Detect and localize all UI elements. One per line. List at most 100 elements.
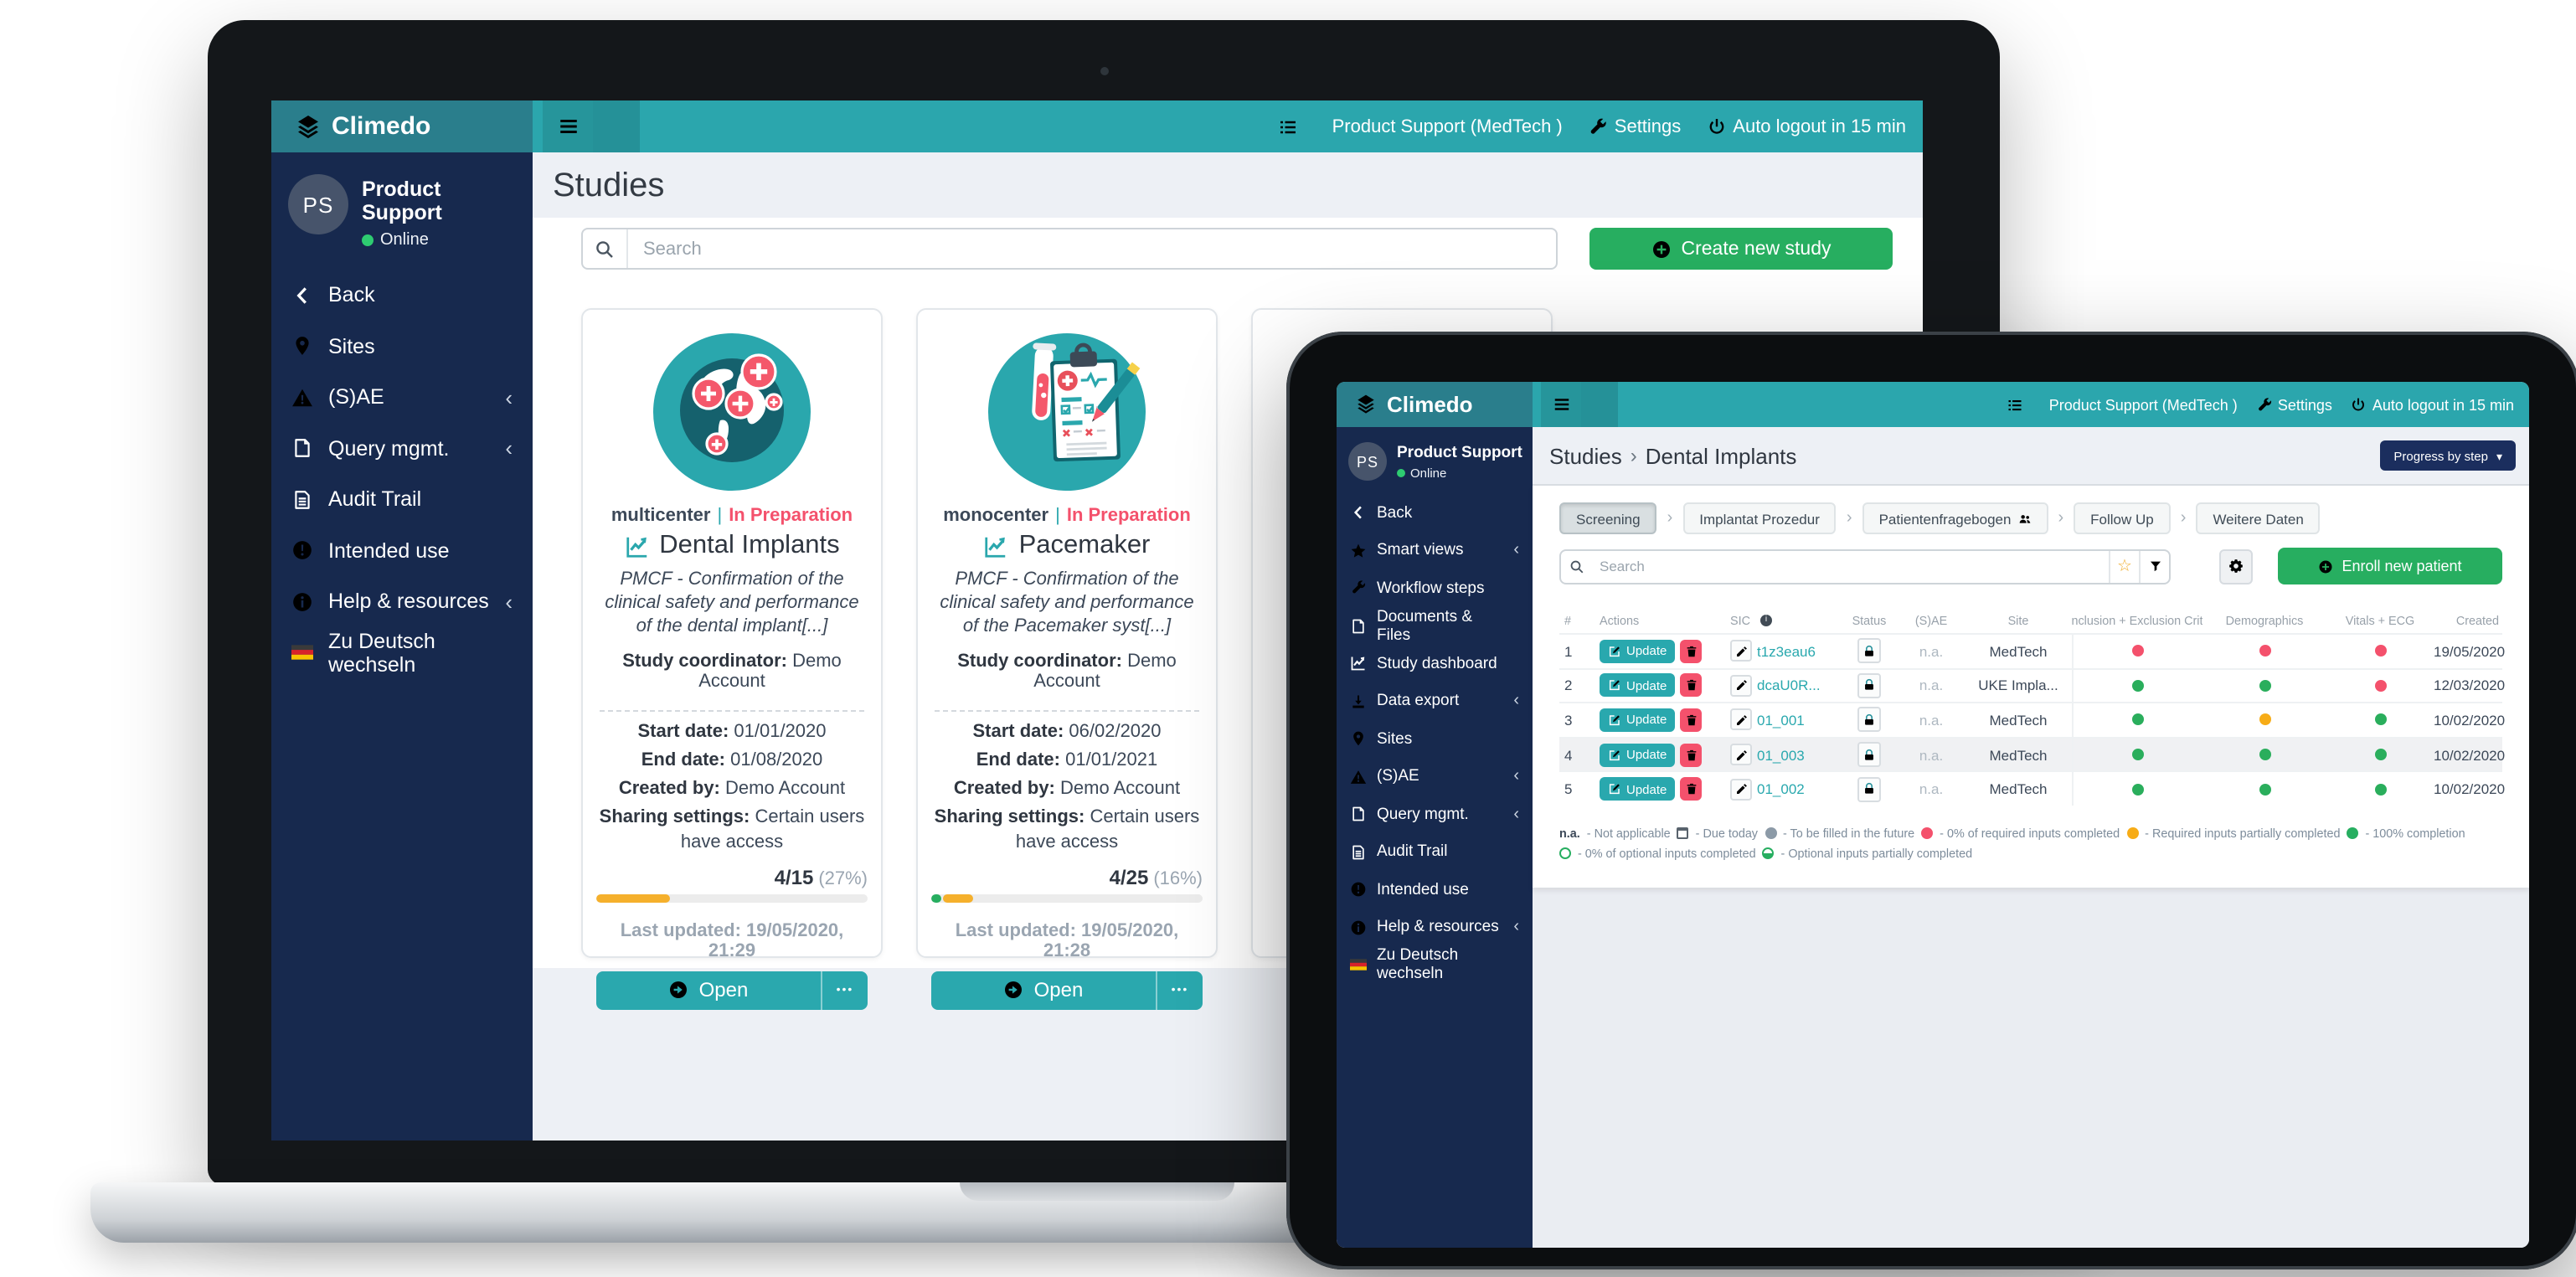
update-button[interactable]: Update <box>1600 639 1676 663</box>
lock-button[interactable] <box>1857 707 1881 733</box>
progress-by-step-button[interactable]: Progress by step <box>2380 440 2516 471</box>
open-study-button[interactable]: Open <box>596 971 821 1010</box>
sidebar-item[interactable]: Intended use <box>271 525 533 576</box>
clipboard-illustration <box>988 333 1146 491</box>
brand-logo[interactable]: Climedo <box>271 100 533 152</box>
sidebar-item[interactable]: Intended use <box>1337 871 1533 909</box>
completion-dot <box>2132 783 2144 796</box>
settings-menu[interactable]: Settings <box>1588 116 1681 136</box>
nav-tab[interactable] <box>640 100 687 152</box>
sic-link[interactable]: t1z3eau6 <box>1757 642 1816 660</box>
update-button[interactable]: Update <box>1600 777 1676 801</box>
update-button[interactable]: Update <box>1600 743 1676 767</box>
table-settings-button[interactable] <box>2219 548 2253 584</box>
study-coordinator: Study coordinator: Demo Account <box>957 651 1177 693</box>
lock-button[interactable] <box>1857 742 1881 768</box>
sidebar-item[interactable]: Sites <box>1337 720 1533 758</box>
sae-value: n.a. <box>1919 746 1944 764</box>
hamburger-menu-button[interactable] <box>543 100 593 152</box>
funnel-icon <box>2148 559 2161 573</box>
edit-sic-button[interactable] <box>1730 640 1752 662</box>
lock-button[interactable] <box>1857 672 1881 698</box>
sidebar-item[interactable]: Query mgmt. <box>271 423 533 474</box>
tablet-screen: Climedo Product Support (MedTech ) Setti… <box>1337 382 2529 1248</box>
more-options-button[interactable] <box>821 971 868 1010</box>
list-view-button[interactable] <box>2001 396 2031 413</box>
enroll-new-patient-button[interactable]: Enroll new patient <box>2278 548 2502 584</box>
lock-button[interactable] <box>1857 776 1881 802</box>
avatar[interactable]: PS <box>288 174 348 234</box>
create-new-study-button[interactable]: Create new study <box>1589 228 1893 270</box>
sidebar-item[interactable]: Query mgmt. <box>1337 796 1533 833</box>
wrench-icon <box>1588 116 1608 136</box>
sidebar-item[interactable]: Smart views <box>1337 532 1533 569</box>
search-input[interactable] <box>1591 558 2109 574</box>
list-view-button[interactable] <box>1270 116 1307 136</box>
open-study-button[interactable]: Open <box>931 971 1156 1010</box>
nav-tab[interactable] <box>687 100 734 152</box>
sic-link[interactable]: dcaU0R... <box>1757 677 1821 694</box>
edit-sic-button[interactable] <box>1730 778 1752 801</box>
study-status: In Preparation <box>729 506 853 526</box>
workflow-step-chip[interactable]: Patientenfragebogen <box>1862 502 2048 534</box>
nav-tab[interactable] <box>1618 382 1655 427</box>
breadcrumb-studies[interactable]: Studies <box>1549 443 1622 468</box>
delete-button[interactable] <box>1680 673 1703 698</box>
account-menu[interactable]: Product Support (MedTech ) <box>2048 396 2238 413</box>
avatar[interactable]: PS <box>1348 442 1387 481</box>
sidebar-item[interactable]: Help & resources <box>271 576 533 627</box>
sidebar-item[interactable]: Help & resources <box>1337 909 1533 946</box>
sidebar-item[interactable]: Study dashboard <box>1337 645 1533 682</box>
account-menu[interactable]: Product Support (MedTech ) <box>1332 116 1563 136</box>
sidebar-item[interactable]: Audit Trail <box>1337 833 1533 871</box>
sidebar-item[interactable]: (S)AE <box>1337 758 1533 796</box>
workflow-step-chip[interactable]: Weitere Daten <box>2196 502 2321 534</box>
trash-icon <box>1684 645 1698 658</box>
sic-link[interactable]: 01_002 <box>1757 780 1805 798</box>
delete-button[interactable] <box>1680 708 1703 732</box>
workflow-step-chip[interactable]: Implantat Prozedur <box>1682 502 1837 534</box>
sidebar-item[interactable]: Back <box>271 270 533 321</box>
settings-menu[interactable]: Settings <box>2256 396 2332 413</box>
sidebar-item[interactable]: Workflow steps <box>1337 569 1533 607</box>
edit-sic-button[interactable] <box>1730 674 1752 697</box>
divider <box>935 710 1199 713</box>
nav-tab[interactable] <box>593 100 640 152</box>
filter-button[interactable] <box>2139 550 2169 582</box>
delete-button[interactable] <box>1680 777 1703 801</box>
workflow-step-chip[interactable]: Screening <box>1559 502 1657 534</box>
more-options-button[interactable] <box>1156 971 1203 1010</box>
pencil-icon <box>1734 748 1748 761</box>
sidebar-item[interactable]: Audit Trail <box>271 474 533 525</box>
edit-sic-button[interactable] <box>1730 744 1752 766</box>
nav-tab[interactable] <box>1581 382 1618 427</box>
hamburger-menu-button[interactable] <box>1541 382 1581 427</box>
completion-dot <box>2374 783 2386 796</box>
globe-illustration <box>653 333 811 491</box>
breadcrumb-separator-icon <box>1631 444 1637 467</box>
sic-link[interactable]: 01_001 <box>1757 711 1805 729</box>
sidebar-item[interactable]: Zu Deutsch wechseln <box>1337 946 1533 984</box>
delete-button[interactable] <box>1680 743 1703 767</box>
brand-logo[interactable]: Climedo <box>1337 382 1533 427</box>
sic-link[interactable]: 01_003 <box>1757 746 1805 764</box>
auto-logout[interactable]: Auto logout in 15 min <box>2351 396 2514 413</box>
sidebar-item[interactable]: Back <box>1337 494 1533 532</box>
update-button[interactable]: Update <box>1600 708 1676 732</box>
edit-sic-button[interactable] <box>1730 708 1752 731</box>
workflow-step-chip[interactable]: Follow Up <box>2074 502 2171 534</box>
delete-button[interactable] <box>1680 639 1703 663</box>
search-input[interactable] <box>628 239 1556 259</box>
sidebar-item[interactable]: (S)AE <box>271 372 533 423</box>
auto-logout[interactable]: Auto logout in 15 min <box>1706 116 1906 136</box>
update-button[interactable]: Update <box>1600 673 1676 698</box>
favorite-filter-button[interactable] <box>2109 550 2139 582</box>
lock-button[interactable] <box>1857 638 1881 664</box>
sidebar-item-icon <box>1350 693 1367 710</box>
sidebar-item[interactable]: Documents & Files <box>1337 607 1533 645</box>
nav-tab[interactable] <box>1655 382 1692 427</box>
sidebar-item[interactable]: Data export <box>1337 682 1533 720</box>
sidebar-item[interactable]: Zu Deutsch wechseln <box>271 627 533 678</box>
profile-block: PS Product Support Online <box>1337 435 1533 494</box>
sidebar-item[interactable]: Sites <box>271 321 533 372</box>
